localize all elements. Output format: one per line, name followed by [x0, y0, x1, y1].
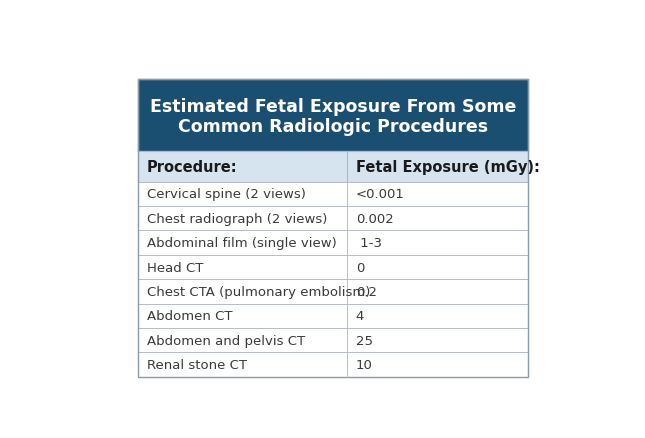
Text: Procedure:: Procedure:	[147, 160, 238, 175]
Text: Estimated Fetal Exposure From Some: Estimated Fetal Exposure From Some	[150, 97, 516, 115]
FancyBboxPatch shape	[138, 353, 528, 377]
Text: Head CT: Head CT	[147, 261, 203, 274]
Text: Common Radiologic Procedures: Common Radiologic Procedures	[178, 118, 488, 136]
Text: Abdomen CT: Abdomen CT	[147, 310, 233, 322]
Text: Cervical spine (2 views): Cervical spine (2 views)	[147, 188, 306, 201]
Text: 1-3: 1-3	[355, 237, 382, 250]
Text: Renal stone CT: Renal stone CT	[147, 358, 247, 371]
FancyBboxPatch shape	[138, 80, 528, 152]
Text: 25: 25	[355, 334, 373, 347]
Text: 0.2: 0.2	[355, 285, 377, 298]
Text: Abdominal film (single view): Abdominal film (single view)	[147, 237, 337, 250]
Text: <0.001: <0.001	[355, 188, 404, 201]
FancyBboxPatch shape	[138, 182, 528, 207]
FancyBboxPatch shape	[138, 231, 528, 255]
FancyBboxPatch shape	[138, 304, 528, 328]
FancyBboxPatch shape	[138, 152, 528, 182]
Text: Chest CTA (pulmonary embolism): Chest CTA (pulmonary embolism)	[147, 285, 370, 298]
Text: 0: 0	[355, 261, 364, 274]
Text: Abdomen and pelvis CT: Abdomen and pelvis CT	[147, 334, 305, 347]
Text: 10: 10	[355, 358, 373, 371]
FancyBboxPatch shape	[138, 255, 528, 279]
Text: Chest radiograph (2 views): Chest radiograph (2 views)	[147, 212, 328, 225]
FancyBboxPatch shape	[138, 207, 528, 231]
Text: Fetal Exposure (mGy):: Fetal Exposure (mGy):	[355, 160, 540, 175]
FancyBboxPatch shape	[138, 279, 528, 304]
Text: 0.002: 0.002	[355, 212, 393, 225]
Text: 4: 4	[355, 310, 364, 322]
FancyBboxPatch shape	[138, 328, 528, 353]
